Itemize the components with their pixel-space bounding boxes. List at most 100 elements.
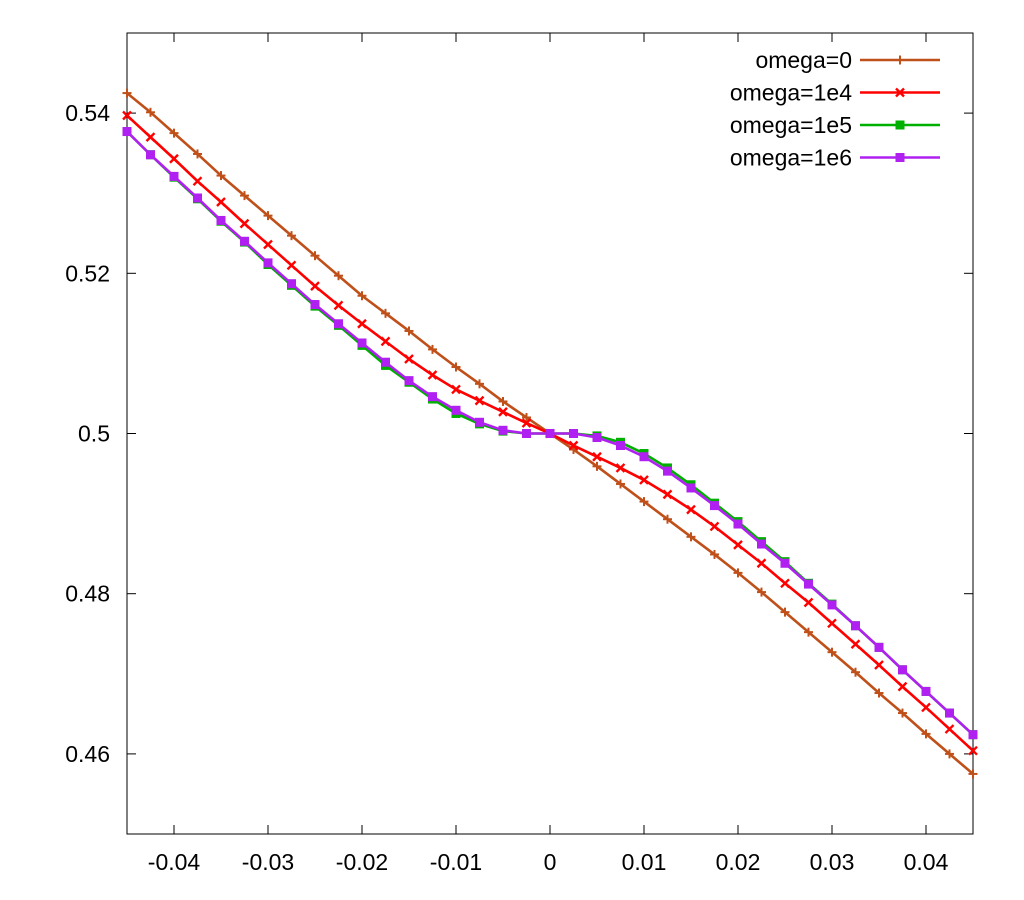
x-tick-label: -0.01 (430, 849, 482, 875)
data-point (569, 429, 578, 438)
y-tick-label: 0.5 (78, 421, 110, 447)
data-point (146, 150, 155, 160)
data-point (451, 384, 461, 395)
data-point (145, 132, 156, 142)
data-point (780, 578, 790, 589)
data-point (192, 176, 203, 187)
data-point (803, 597, 814, 608)
data-point (780, 558, 790, 568)
data-point (381, 357, 390, 367)
data-point (357, 318, 367, 329)
data-point (615, 463, 626, 473)
data-point (498, 396, 508, 406)
legend-label: omega=1e5 (730, 112, 852, 138)
data-point (945, 708, 954, 718)
data-point (498, 407, 508, 417)
data-point (263, 211, 273, 221)
data-point (357, 291, 367, 301)
data-point (662, 489, 673, 500)
data-point (334, 319, 343, 329)
data-point (592, 433, 602, 443)
data-point (639, 475, 649, 485)
data-point (475, 379, 484, 389)
data-point (710, 501, 719, 511)
data-point (921, 686, 931, 696)
data-point (404, 376, 414, 386)
data-point (286, 260, 297, 271)
data-point (169, 128, 179, 138)
data-point (404, 354, 414, 364)
data-point (522, 412, 531, 422)
data-point (921, 702, 931, 713)
data-point (756, 558, 767, 569)
data-point (474, 395, 485, 406)
data-point (122, 88, 132, 98)
legend-entry: omega=1e4 (730, 80, 940, 106)
data-point (216, 197, 226, 207)
data-point (146, 107, 155, 117)
data-point (357, 338, 367, 348)
data-point (827, 600, 837, 610)
data-point (968, 745, 978, 756)
data-point (804, 627, 813, 637)
legend-marker (895, 87, 905, 98)
x-tick-label: 0.02 (716, 849, 761, 875)
data-point (122, 127, 132, 137)
data-point (310, 300, 320, 310)
data-point (193, 149, 202, 159)
legend-entry: omega=0 (755, 47, 940, 73)
data-point (898, 665, 907, 675)
data-point (968, 769, 978, 779)
data-point (240, 191, 249, 201)
data-point (686, 532, 696, 542)
data-point (310, 251, 320, 261)
series-2 (122, 110, 978, 756)
data-point (850, 639, 861, 650)
data-point (263, 239, 273, 250)
y-tick-label: 0.54 (65, 100, 110, 126)
legend-entry: omega=1e6 (730, 145, 940, 171)
data-point (122, 110, 132, 121)
data-point (498, 425, 508, 435)
data-point (216, 171, 226, 181)
data-point (874, 688, 884, 698)
data-point (545, 429, 555, 438)
data-point (686, 483, 696, 493)
data-point (874, 660, 884, 670)
data-point (945, 749, 954, 759)
data-point (193, 193, 202, 203)
data-point (898, 708, 907, 718)
data-point (827, 618, 837, 629)
legend-marker (895, 153, 905, 162)
data-point (710, 549, 719, 559)
data-point (522, 429, 531, 438)
data-point (380, 336, 391, 347)
x-tick-label: -0.03 (242, 849, 294, 875)
data-point (733, 519, 743, 529)
data-point (851, 621, 860, 631)
y-tick-label: 0.46 (65, 741, 110, 767)
data-point (240, 236, 249, 246)
data-point (216, 215, 226, 225)
data-point (169, 153, 179, 164)
data-point (733, 568, 743, 578)
data-point (639, 497, 649, 507)
data-point (475, 417, 484, 427)
data-point (428, 392, 437, 402)
data-point (592, 461, 602, 471)
data-point (663, 514, 672, 524)
data-point (169, 171, 179, 181)
x-tick-label: 0 (544, 849, 557, 875)
data-point (663, 466, 672, 476)
data-point (287, 231, 296, 241)
data-point (709, 521, 720, 532)
data-point (897, 681, 908, 692)
legend-marker (895, 55, 905, 65)
legend-label: omega=1e4 (730, 80, 852, 106)
data-point (921, 729, 931, 739)
data-point (944, 724, 955, 734)
data-point (287, 279, 296, 289)
legend-marker (895, 120, 905, 130)
